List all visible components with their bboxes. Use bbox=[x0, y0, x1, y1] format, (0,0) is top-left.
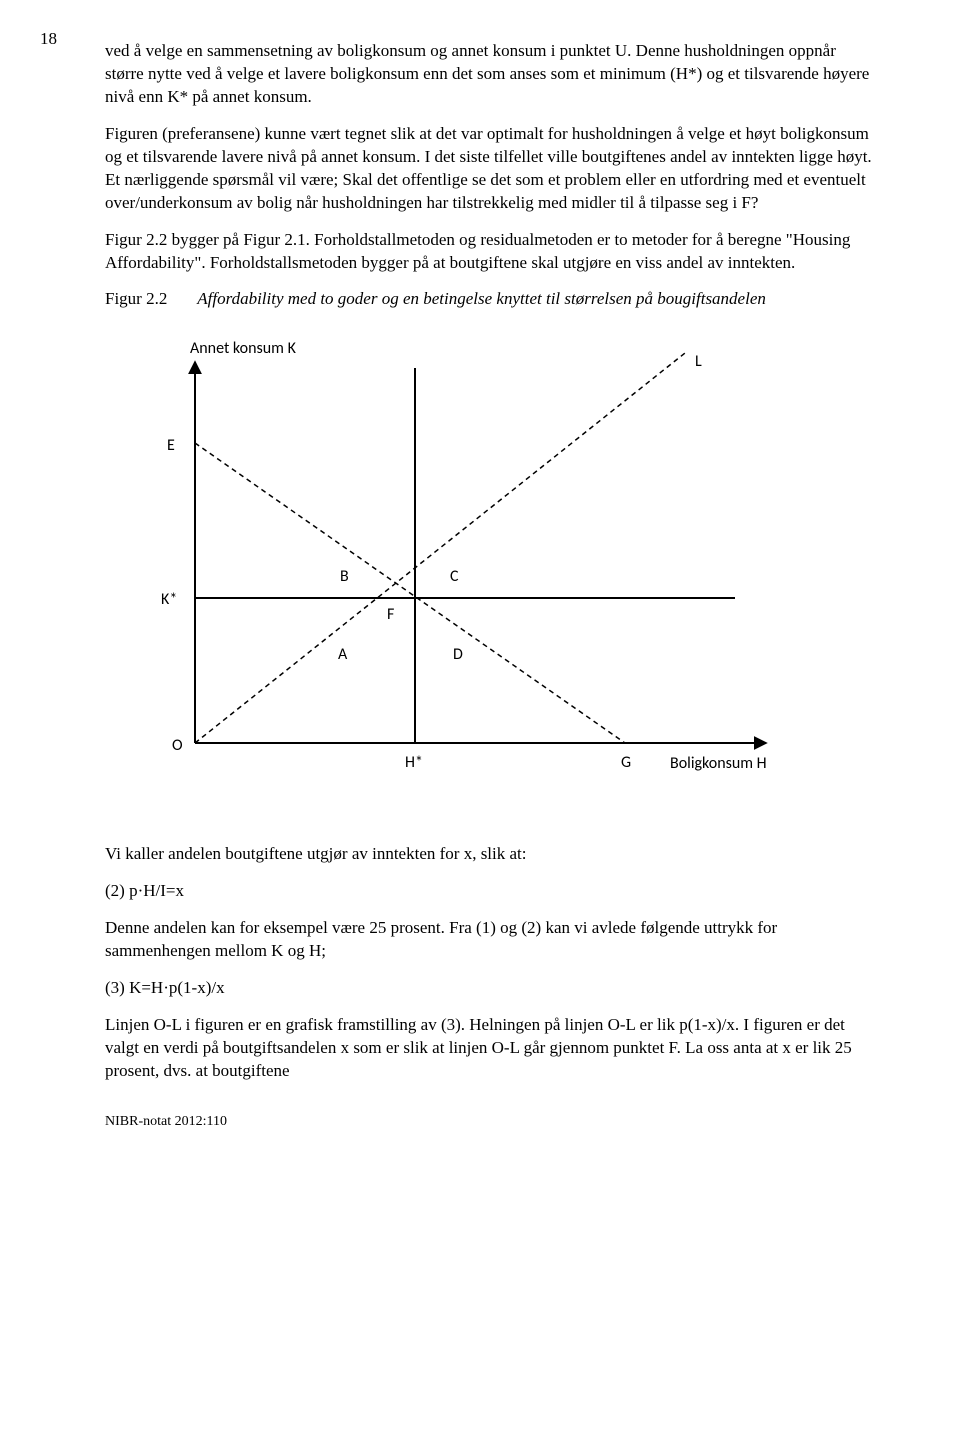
svg-text:E: E bbox=[167, 436, 175, 455]
svg-text:B: B bbox=[340, 567, 349, 586]
svg-text:H*: H* bbox=[405, 753, 423, 772]
paragraph-6: Linjen O-L i figuren er en grafisk frams… bbox=[105, 1014, 875, 1083]
page-number: 18 bbox=[40, 28, 57, 51]
svg-text:Boligkonsum H: Boligkonsum H bbox=[670, 754, 767, 773]
paragraph-5: Denne andelen kan for eksempel være 25 p… bbox=[105, 917, 875, 963]
svg-text:G: G bbox=[621, 753, 631, 772]
equation-2: (2) p·H/I=x bbox=[105, 880, 875, 903]
svg-text:K*: K* bbox=[161, 590, 177, 609]
svg-text:L: L bbox=[695, 352, 702, 371]
paragraph-1: ved å velge en sammensetning av boligkon… bbox=[105, 40, 875, 109]
figure-label: Figur 2.2 bbox=[105, 288, 193, 311]
svg-text:Annet konsum K: Annet konsum K bbox=[190, 339, 297, 358]
paragraph-4: Vi kaller andelen boutgiftene utgjør av … bbox=[105, 843, 875, 866]
svg-text:A: A bbox=[338, 645, 348, 664]
figure-caption: Figur 2.2 Affordability med to goder og … bbox=[105, 288, 875, 311]
equation-3: (3) K=H·p(1-x)/x bbox=[105, 977, 875, 1000]
paragraph-3: Figur 2.2 bygger på Figur 2.1. Forholdst… bbox=[105, 229, 875, 275]
svg-text:D: D bbox=[453, 645, 463, 664]
figure-title: Affordability med to goder og en betinge… bbox=[197, 289, 766, 308]
economic-diagram-svg: Annet konsum K Boligkonsum H O E K* H* G L A B C D F bbox=[105, 323, 785, 803]
svg-text:F: F bbox=[387, 605, 394, 624]
svg-text:C: C bbox=[450, 567, 459, 586]
figure-diagram: Annet konsum K Boligkonsum H O E K* H* G L A B C D F bbox=[105, 323, 875, 803]
paragraph-2: Figuren (preferansene) kunne vært tegnet… bbox=[105, 123, 875, 215]
svg-text:O: O bbox=[172, 736, 183, 755]
footer-note: NIBR-notat 2012:110 bbox=[105, 1113, 875, 1132]
